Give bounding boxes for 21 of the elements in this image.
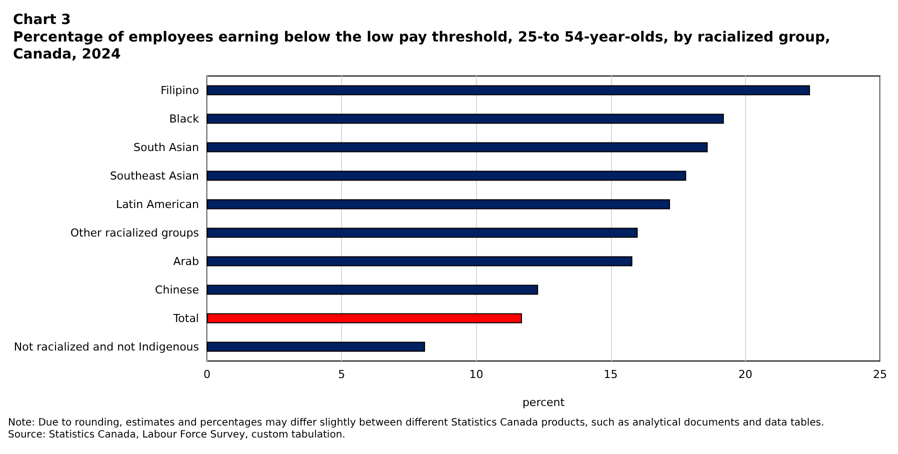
y-tick-label: Black (169, 112, 200, 126)
text: Note: Due to rounding, estimates and percentages may differ slightly between different Statistics Canada products, such as analytical documents and data tables. (8, 418, 824, 428)
y-tick-label: Not racialized and not Indigenous (14, 340, 200, 354)
x-axis-title: percent (522, 396, 566, 409)
x-tick-label: 5 (338, 368, 346, 381)
y-tick-label: Southeast Asian (110, 169, 200, 182)
y-tick-label: Arab (173, 254, 200, 268)
source-note: Source: Statistics Canada, Labour Force Survey, custom tabulation. (8, 430, 346, 440)
x-tick-label: 20 (738, 368, 752, 381)
x-tick-label: 15 (604, 368, 618, 381)
y-tick-label: Total (172, 312, 199, 325)
chart-subtitle: Percentage of employees earning below the low pay threshold, 25-to 54-year-olds, by racialized group, Canada, 2024 (13, 30, 836, 62)
x-tick-label: 25 (873, 368, 887, 381)
y-tick-label: Chinese (155, 283, 200, 296)
x-tick-label: 0 (204, 368, 210, 381)
y-tick-label: Latin American (116, 198, 200, 211)
y-tick-label: South Asian (134, 140, 200, 154)
y-tick-label: Filipino (160, 84, 200, 97)
text: Chart 3 (13, 12, 71, 28)
y-tick-label: Other racialized groups (70, 226, 200, 240)
x-tick-label: 10 (469, 368, 484, 381)
